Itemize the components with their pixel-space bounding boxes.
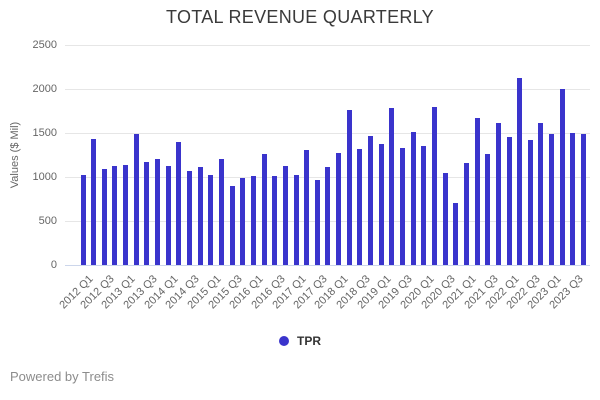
bar[interactable] — [400, 147, 405, 265]
bar[interactable] — [559, 89, 565, 265]
bar[interactable] — [229, 185, 235, 265]
bar[interactable] — [336, 153, 342, 265]
bar[interactable] — [495, 123, 501, 265]
bar[interactable] — [272, 176, 278, 265]
bar[interactable] — [218, 159, 224, 265]
bar[interactable] — [463, 162, 469, 265]
legend-marker-icon — [279, 336, 289, 346]
bar[interactable] — [442, 172, 448, 265]
bar[interactable] — [538, 123, 544, 265]
bar[interactable] — [165, 165, 171, 265]
bar[interactable] — [133, 133, 139, 265]
y-tick-label: 1000 — [32, 171, 57, 183]
y-tick-label: 500 — [38, 215, 57, 227]
legend-series-label: TPR — [297, 334, 321, 348]
bar[interactable] — [187, 170, 192, 265]
bar[interactable] — [325, 167, 331, 265]
bar[interactable] — [293, 175, 299, 265]
y-tick-label: 2000 — [32, 83, 57, 95]
bar[interactable] — [517, 77, 523, 265]
bar[interactable] — [282, 165, 288, 265]
bar[interactable] — [431, 107, 437, 265]
bar[interactable] — [91, 139, 97, 265]
bar[interactable] — [123, 164, 129, 265]
bar[interactable] — [453, 203, 459, 265]
bar[interactable] — [112, 165, 118, 265]
bar[interactable] — [240, 177, 246, 265]
bar[interactable] — [250, 176, 256, 265]
bar[interactable] — [389, 108, 395, 265]
bar[interactable] — [176, 141, 182, 265]
gridline — [65, 45, 590, 46]
bar[interactable] — [155, 159, 161, 265]
bar[interactable] — [506, 136, 512, 265]
bar[interactable] — [144, 162, 150, 265]
y-tick-label: 2500 — [32, 39, 57, 51]
bar[interactable] — [314, 179, 320, 265]
bar[interactable] — [304, 149, 310, 265]
bar[interactable] — [197, 167, 203, 265]
bar[interactable] — [527, 140, 533, 265]
bar[interactable] — [101, 169, 107, 265]
bar[interactable] — [485, 154, 491, 265]
x-axis-line — [65, 265, 590, 266]
gridline — [65, 133, 590, 134]
bar[interactable] — [570, 133, 576, 265]
bar[interactable] — [368, 135, 374, 265]
legend-item-tpr[interactable]: TPR — [0, 334, 600, 348]
y-tick-label: 0 — [50, 259, 57, 271]
bar[interactable] — [357, 148, 363, 265]
bar[interactable] — [346, 110, 352, 265]
bar[interactable] — [378, 143, 384, 265]
plot-area — [65, 45, 590, 266]
chart-title: TOTAL REVENUE QUARTERLY — [166, 7, 434, 27]
gridline — [65, 89, 590, 90]
bar[interactable] — [549, 133, 555, 265]
bar[interactable] — [208, 175, 214, 265]
x-axis-tick-labels: 2012 Q1 2012 Q3 2013 Q1 2013 Q3 2014 Q1 2014 … — [57, 266, 590, 338]
y-tick-label: 1500 — [32, 127, 57, 139]
bar[interactable] — [474, 118, 480, 265]
bar[interactable] — [410, 132, 416, 265]
bar[interactable] — [421, 146, 427, 265]
bar[interactable] — [80, 175, 86, 265]
bar[interactable] — [581, 133, 587, 265]
credits-link[interactable]: Powered by Trefis — [10, 369, 115, 384]
bar[interactable] — [261, 154, 267, 265]
